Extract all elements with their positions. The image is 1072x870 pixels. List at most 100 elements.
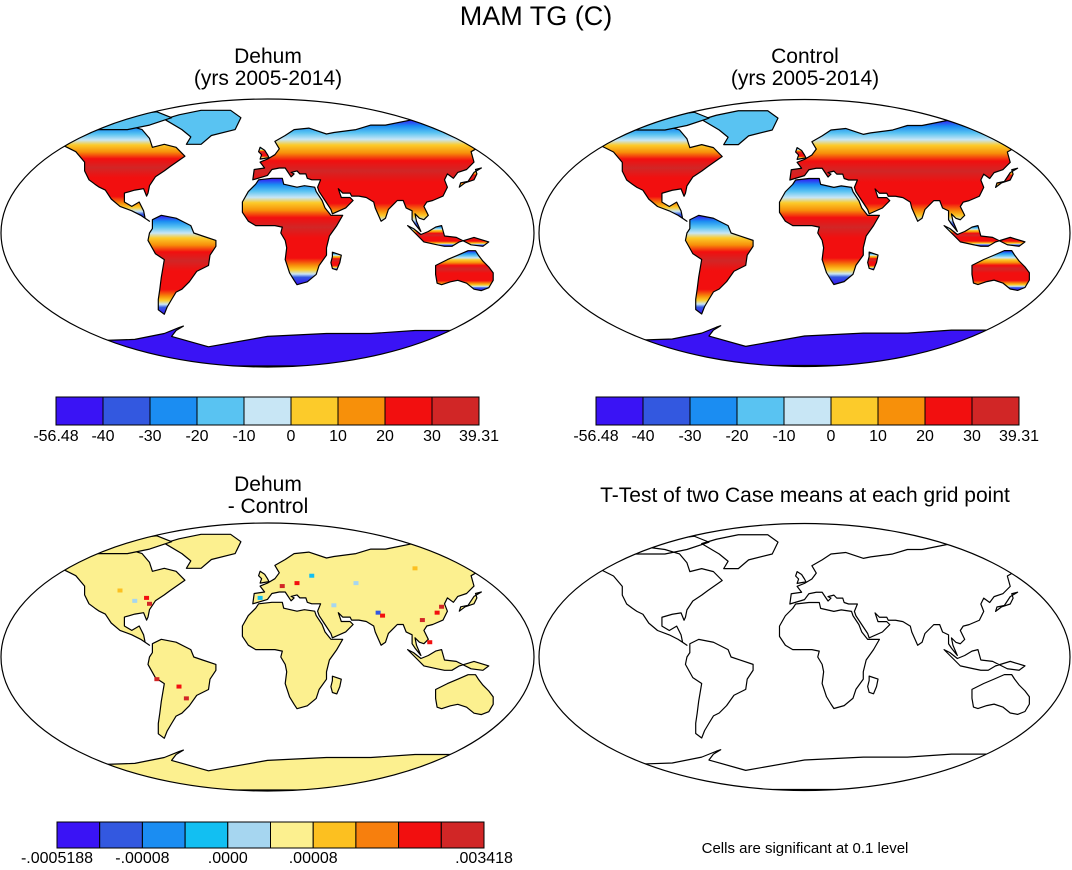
continent-africa bbox=[778, 601, 881, 710]
continent-south-america bbox=[684, 214, 754, 315]
continent-antarctica bbox=[539, 325, 1070, 367]
colorbar-swatch bbox=[877, 396, 926, 426]
colorbar-swatch bbox=[384, 396, 433, 426]
dehum-map bbox=[0, 98, 535, 368]
anomaly-cell bbox=[434, 610, 440, 615]
difference-title-line1: Dehum bbox=[234, 473, 302, 496]
continent-africa bbox=[778, 177, 881, 286]
colorbar-swatch bbox=[736, 396, 785, 426]
continent-uk bbox=[795, 147, 807, 160]
colorbar-swatch bbox=[227, 821, 272, 849]
continent-south-america bbox=[147, 638, 217, 739]
colorbar-swatch bbox=[102, 396, 151, 426]
ttest-panel-title: T-Test of two Case means at each grid po… bbox=[600, 484, 1010, 507]
colorbar-tick-label: 10 bbox=[869, 428, 887, 445]
continent-arctic-islands bbox=[82, 535, 173, 555]
colorbar-swatch bbox=[440, 821, 485, 849]
continent-madagascar bbox=[330, 251, 342, 271]
colorbar-tick-label: 20 bbox=[376, 428, 394, 445]
control-colorbar bbox=[595, 396, 1020, 426]
anomaly-cell bbox=[412, 566, 418, 571]
continent-north-america bbox=[557, 122, 723, 222]
continent-australia bbox=[435, 674, 494, 716]
ttest-map bbox=[538, 522, 1071, 792]
colorbar-tick-label: -10 bbox=[772, 428, 796, 445]
anomaly-cell bbox=[380, 613, 386, 618]
continent-australia bbox=[435, 250, 494, 292]
colorbar-tick-label: -30 bbox=[138, 428, 162, 445]
colorbar-swatch bbox=[270, 821, 314, 849]
colorbar-tick-label: 0 bbox=[286, 428, 296, 445]
continent-north-america bbox=[19, 545, 186, 646]
continent-uk bbox=[258, 146, 270, 160]
anomaly-cell bbox=[353, 581, 359, 586]
continent-borneo-indonesia bbox=[943, 649, 1026, 671]
colorbar-tick-label: -20 bbox=[725, 428, 749, 445]
colorbar-tick-label: -30 bbox=[678, 428, 702, 445]
anomaly-cell bbox=[309, 573, 315, 578]
continent-uk bbox=[258, 570, 270, 584]
anomaly-cell bbox=[132, 598, 138, 603]
control-map bbox=[538, 98, 1071, 368]
continent-eurasia bbox=[252, 542, 534, 657]
continent-japan bbox=[458, 167, 482, 188]
continent-newzealand bbox=[513, 706, 531, 726]
continent-africa bbox=[241, 177, 344, 286]
continent-greenland bbox=[701, 110, 779, 146]
colorbar-tick-label: .003418 bbox=[455, 850, 513, 867]
control-title-line1: Control bbox=[771, 45, 839, 68]
anomaly-cell bbox=[154, 677, 160, 682]
colorbar-tick-label: 39.31 bbox=[998, 428, 1040, 445]
map-frame bbox=[0, 522, 535, 792]
colorbar-swatch bbox=[243, 396, 292, 426]
colorbar-swatch bbox=[312, 821, 357, 849]
difference-title-line2: - Control bbox=[227, 495, 309, 518]
colorbar-tick-label: 39.31 bbox=[458, 428, 500, 445]
continent-madagascar bbox=[867, 675, 879, 695]
continent-arctic-islands bbox=[82, 111, 173, 131]
colorbar-tick-label: -56.48 bbox=[573, 428, 619, 445]
colorbar-swatch bbox=[595, 396, 644, 426]
colorbar-tick-label: 30 bbox=[963, 428, 981, 445]
anomaly-cell bbox=[279, 584, 285, 589]
continent-newzealand bbox=[513, 282, 531, 302]
dehum-colorbar bbox=[55, 396, 480, 426]
control-title-line2: (yrs 2005-2014) bbox=[730, 67, 880, 90]
anomaly-cell bbox=[183, 696, 189, 701]
continent-uk bbox=[795, 571, 807, 584]
continent-madagascar bbox=[867, 251, 879, 271]
continent-borneo-indonesia bbox=[943, 225, 1026, 247]
anomaly-cell bbox=[257, 595, 263, 600]
colorbar-swatch bbox=[55, 396, 104, 426]
colorbar-tick-label: .0000 bbox=[207, 850, 248, 867]
continent-antarctica bbox=[1, 749, 534, 791]
continent-borneo-indonesia bbox=[407, 649, 490, 671]
anomaly-cell bbox=[331, 603, 337, 608]
colorbar-tick-label: 0 bbox=[826, 428, 836, 445]
colorbar-swatch bbox=[56, 821, 101, 849]
anomaly-cell bbox=[144, 595, 150, 600]
continent-australia bbox=[971, 250, 1030, 291]
continent-north-america bbox=[19, 121, 186, 222]
continent-eurasia bbox=[789, 543, 1070, 657]
colorbar-swatch bbox=[337, 396, 386, 426]
continent-borneo-indonesia bbox=[407, 225, 490, 247]
continent-greenland bbox=[701, 534, 779, 570]
continent-japan bbox=[458, 591, 482, 612]
colorbar-tick-label: 20 bbox=[916, 428, 934, 445]
continent-south-america bbox=[684, 638, 754, 739]
colorbar-swatch bbox=[783, 396, 832, 426]
colorbar-tick-label: .00008 bbox=[288, 850, 338, 867]
colorbar-swatch bbox=[971, 396, 1020, 426]
difference-colorbar-labels: -.0005188 -.00008 .0000 .00008 .003418 bbox=[21, 850, 513, 870]
dehum-title-line2: (yrs 2005-2014) bbox=[193, 67, 343, 90]
colorbar-swatch bbox=[184, 821, 229, 849]
colorbar-tick-label: 30 bbox=[423, 428, 441, 445]
continent-japan bbox=[994, 591, 1019, 612]
colorbar-tick-label: -.0005188 bbox=[20, 850, 94, 867]
continent-north-america bbox=[557, 546, 723, 646]
colorbar-swatch bbox=[431, 396, 480, 426]
continent-newzealand bbox=[1049, 282, 1067, 302]
dehum-panel-title: Dehum (yrs 2005-2014) bbox=[0, 46, 536, 90]
anomaly-cell bbox=[176, 684, 182, 689]
